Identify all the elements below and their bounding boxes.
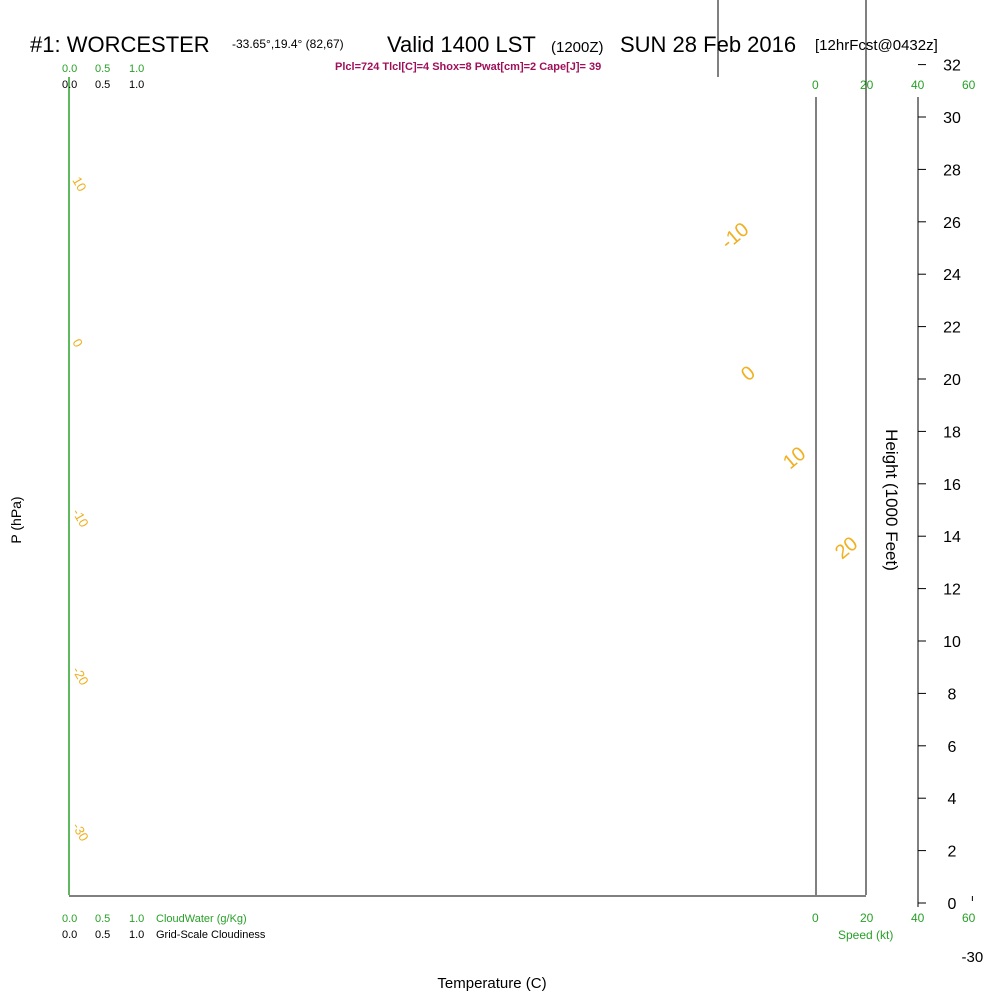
height-tick-label: 12 xyxy=(943,582,961,599)
cloudiness-label: Grid-Scale Cloudiness xyxy=(156,929,266,941)
valid-time: Valid 1400 LST xyxy=(387,32,536,57)
speed-tick-bot-2: 40 xyxy=(911,911,925,925)
height-tick-label: 6 xyxy=(948,739,957,756)
cloudwater-legend-bottom: 0.0 0.5 1.0 CloudWater (g/Kg) 0.0 0.5 1.… xyxy=(62,913,266,941)
cloudwater-label: CloudWater (g/Kg) xyxy=(156,913,247,925)
speed-legend-top: 0 20 40 60 xyxy=(812,78,976,92)
isotherm-label: 0 xyxy=(737,362,760,386)
cw-tick-bot-1: 0.5 xyxy=(95,913,110,925)
dry-adiabat-label: 0 xyxy=(69,336,86,350)
utc-time: (1200Z) xyxy=(551,39,604,56)
dry-adiabat-label: -10 xyxy=(69,506,91,530)
speed-tick-top-2: 40 xyxy=(911,78,925,92)
speed-tick-bot-1: 20 xyxy=(860,911,874,925)
speed-tick-top-3: 60 xyxy=(962,78,976,92)
speed-legend-bottom: 0 20 40 60 Speed (kt) xyxy=(812,911,976,942)
cw-tick-top-2: 1.0 xyxy=(129,63,144,75)
x-tick-label: -30 xyxy=(962,949,984,966)
height-tick-label: 26 xyxy=(943,215,961,232)
dry-adiabat-label: -20 xyxy=(69,664,91,688)
isotherm-label: -10 xyxy=(717,218,753,253)
line-labels: 100-10-20-30-1001020123581220 xyxy=(69,174,862,844)
cl-tick-bot-0: 0.0 xyxy=(62,929,77,941)
height-tick-label: 10 xyxy=(943,634,961,651)
height-tick-label: 14 xyxy=(943,529,961,546)
speed-tick-top-0: 0 xyxy=(812,78,819,92)
cl-tick-top-1: 0.5 xyxy=(95,79,110,91)
height-tick-label: 22 xyxy=(943,320,961,337)
cloudwater-legend-top: 0.0 0.5 1.0 0.0 0.5 1.0 xyxy=(62,63,144,91)
speed-tick-bot-3: 60 xyxy=(962,911,976,925)
height-tick-label: 2 xyxy=(948,844,957,861)
height-tick-label: 32 xyxy=(943,58,961,75)
sounding-parameters: Plcl=724 Tlcl[C]=4 Shox=8 Pwat[cm]=2 Cap… xyxy=(335,61,601,73)
height-axis-title: Height (1000 Feet) xyxy=(882,429,901,571)
height-tick-label: 24 xyxy=(943,267,961,284)
height-tick-label: 18 xyxy=(943,424,961,441)
axes: -30-20-100102030402503004005007008501000… xyxy=(917,58,984,966)
x-axis-title: Temperature (C) xyxy=(437,975,546,992)
station-title: #1: WORCESTER xyxy=(30,32,210,57)
wind-panel xyxy=(815,97,817,895)
cw-tick-bot-0: 0.0 xyxy=(62,913,77,925)
cw-tick-bot-2: 1.0 xyxy=(129,913,144,925)
height-tick-label: 16 xyxy=(943,477,961,494)
cw-tick-top-1: 0.5 xyxy=(95,63,110,75)
cl-tick-bot-2: 1.0 xyxy=(129,929,144,941)
speed-tick-top-1: 20 xyxy=(860,78,874,92)
forecast-date: SUN 28 Feb 2016 xyxy=(620,32,796,57)
height-tick-label: 8 xyxy=(948,686,957,703)
plot-frame xyxy=(68,0,867,897)
isotherm-label: 20 xyxy=(831,533,862,564)
dry-adiabat-label: -30 xyxy=(69,820,91,844)
station-coords: -33.65°,19.4° (82,67) xyxy=(232,37,344,51)
cw-tick-top-0: 0.0 xyxy=(62,63,77,75)
height-tick-label: 28 xyxy=(943,162,961,179)
dry-adiabat-label: 10 xyxy=(69,174,89,194)
speed-tick-bot-0: 0 xyxy=(812,911,819,925)
plot-right-boundary xyxy=(717,0,867,895)
speed-label: Speed (kt) xyxy=(838,928,893,942)
isotherm-label: 10 xyxy=(779,443,810,474)
cl-tick-bot-1: 0.5 xyxy=(95,929,110,941)
forecast-label: [12hrFcst@0432z] xyxy=(815,37,938,54)
y-axis-title: P (hPa) xyxy=(8,496,24,543)
height-tick-label: 20 xyxy=(943,372,961,389)
height-tick-label: 30 xyxy=(943,110,961,127)
height-tick-label: 4 xyxy=(948,791,957,808)
height-tick-label: 0 xyxy=(948,896,957,913)
cl-tick-top-2: 1.0 xyxy=(129,79,144,91)
cl-tick-top-0: 0.0 xyxy=(62,79,77,91)
